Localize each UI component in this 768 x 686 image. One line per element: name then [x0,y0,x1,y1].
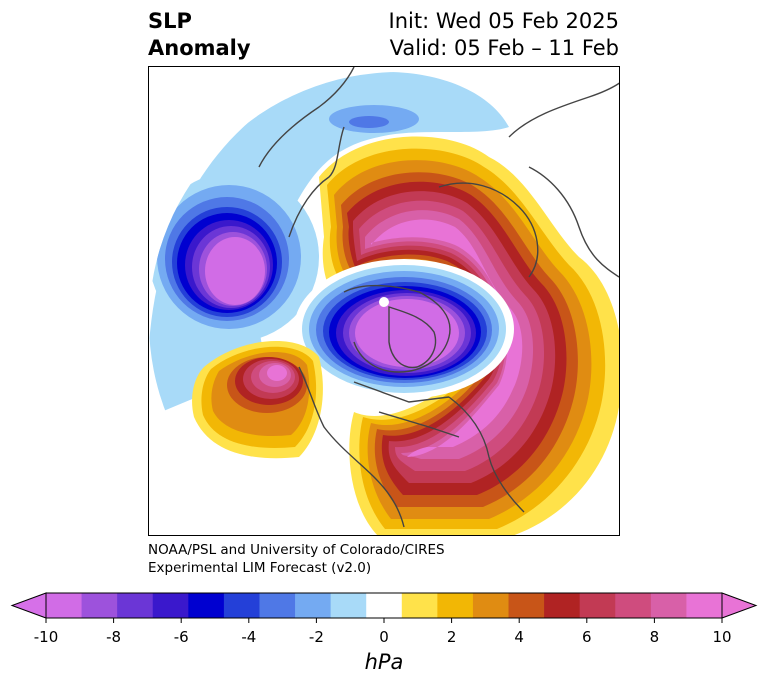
colorbar-tick-label: -4 [241,628,257,646]
colorbar-tick-label: 4 [514,628,524,646]
title-left: SLP Anomaly [148,8,251,62]
colorbar-swatch [330,593,367,618]
colorbar-units: hPa [364,650,404,674]
title-valid: Valid: 05 Feb – 11 Feb [389,36,619,60]
colorbar-tick-label: -8 [106,628,122,646]
coastlines [258,67,619,528]
colorbar-tick-label: 2 [446,628,457,646]
colorbar-swatch [259,593,296,618]
title-init: Init: Wed 05 Feb 2025 [388,9,619,33]
colorbar [10,592,758,623]
colorbar-tick-label: 10 [712,628,732,646]
colorbar-swatch [81,593,118,618]
colorbar-tick-label: 0 [379,628,389,646]
colorbar-swatch [615,593,652,618]
title-type: Anomaly [148,36,251,60]
map-panel [148,66,620,536]
colorbar-tick-label: -2 [308,628,324,646]
colorbar-tick-label: 6 [582,628,592,646]
colorbar-swatch [117,593,154,618]
colorbar-swatch [508,593,545,618]
colorbar-under-arrow [10,592,47,619]
anomaly-field [149,72,619,535]
title-right: Init: Wed 05 Feb 2025 Valid: 05 Feb – 11… [389,8,619,62]
colorbar-over-arrow [721,592,758,619]
colorbar-tick-label: 8 [649,628,660,646]
colorbar-swatch [437,593,474,618]
arctic-greenland-low [294,259,514,399]
credit-line2: Experimental LIM Forecast (v2.0) [148,560,372,576]
colorbar-swatch [686,593,723,618]
colorbar-swatch [295,593,332,618]
subtropical-pacific-high [192,340,323,459]
colorbar-swatch [223,593,260,618]
colorbar-swatch [401,593,438,618]
colorbar-swatch [366,593,403,618]
north-pacific-low [149,172,319,342]
north-atlantic-high [319,136,619,535]
colorbar-swatch [472,593,510,618]
colorbar-swatch [579,593,616,618]
colorbar-swatch [188,593,225,618]
map-svg [149,67,619,535]
colorbar-tick-label: -6 [173,628,189,646]
colorbar-swatch [46,593,83,618]
credit-line1: NOAA/PSL and University of Colorado/CIRE… [148,542,445,558]
colorbar-swatch [544,593,581,618]
colorbar-tick-label: -10 [33,628,59,646]
colorbar-swatch [152,593,189,618]
credit: NOAA/PSL and University of Colorado/CIRE… [148,541,445,577]
colorbar-swatch [650,593,687,618]
title-variable: SLP [148,9,192,33]
